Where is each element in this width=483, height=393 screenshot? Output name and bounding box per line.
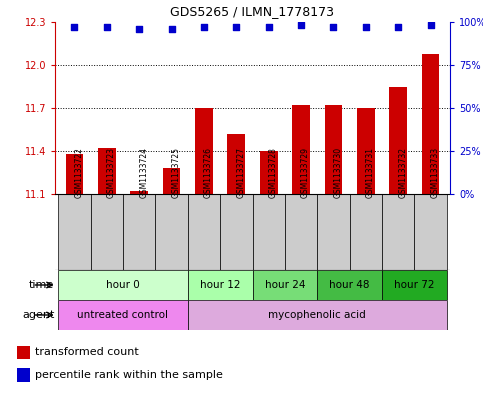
Text: GSM1133724: GSM1133724 <box>139 147 148 198</box>
Bar <box>422 53 440 194</box>
Text: GSM1133723: GSM1133723 <box>107 147 116 198</box>
Bar <box>58 300 188 330</box>
Bar <box>357 108 375 194</box>
Point <box>232 24 240 30</box>
Text: GSM1133730: GSM1133730 <box>333 147 342 198</box>
Bar <box>285 194 317 270</box>
Point <box>426 22 434 29</box>
Text: GSM1133729: GSM1133729 <box>301 147 310 198</box>
Text: GSM1133732: GSM1133732 <box>398 147 407 198</box>
Bar <box>227 134 245 194</box>
Bar <box>350 194 382 270</box>
Bar <box>123 194 156 270</box>
Bar <box>188 300 447 330</box>
Bar <box>163 168 181 194</box>
Bar <box>260 151 278 194</box>
Text: hour 72: hour 72 <box>394 280 435 290</box>
Point <box>394 24 402 30</box>
Point <box>168 26 175 32</box>
Bar <box>58 270 188 300</box>
Text: GSM1133727: GSM1133727 <box>236 147 245 198</box>
Text: hour 12: hour 12 <box>200 280 241 290</box>
Text: GSM1133728: GSM1133728 <box>269 147 278 198</box>
Point <box>200 24 208 30</box>
Bar <box>382 194 414 270</box>
Text: GSM1133722: GSM1133722 <box>74 147 84 198</box>
Text: hour 24: hour 24 <box>265 280 305 290</box>
Bar <box>195 108 213 194</box>
Bar <box>98 148 116 194</box>
Text: GSM1133726: GSM1133726 <box>204 147 213 198</box>
Text: time: time <box>29 280 55 290</box>
Bar <box>17 345 30 359</box>
Text: mycophenolic acid: mycophenolic acid <box>269 310 366 320</box>
Bar <box>325 105 342 194</box>
Text: GSM1133731: GSM1133731 <box>366 147 375 198</box>
Bar <box>253 194 285 270</box>
Bar <box>58 194 91 270</box>
Text: transformed count: transformed count <box>35 347 139 357</box>
Text: GSM1133725: GSM1133725 <box>171 147 181 198</box>
Point <box>71 24 78 30</box>
Bar <box>292 105 310 194</box>
Bar <box>91 194 123 270</box>
Bar <box>156 194 188 270</box>
Text: agent: agent <box>22 310 55 320</box>
Text: untreated control: untreated control <box>77 310 169 320</box>
Bar <box>130 191 148 194</box>
Bar <box>188 194 220 270</box>
Point <box>265 24 272 30</box>
Point <box>329 24 337 30</box>
Bar <box>389 86 407 194</box>
Bar <box>188 270 253 300</box>
Bar <box>253 270 317 300</box>
Point <box>135 26 143 32</box>
Bar <box>382 270 447 300</box>
Point <box>297 22 305 29</box>
Bar <box>66 154 84 194</box>
Bar <box>414 194 447 270</box>
Text: hour 48: hour 48 <box>329 280 370 290</box>
Text: hour 0: hour 0 <box>106 280 140 290</box>
Bar <box>17 368 30 382</box>
Point <box>103 24 111 30</box>
Title: GDS5265 / ILMN_1778173: GDS5265 / ILMN_1778173 <box>170 5 335 18</box>
Bar <box>317 270 382 300</box>
Bar <box>220 194 253 270</box>
Text: percentile rank within the sample: percentile rank within the sample <box>35 370 223 380</box>
Point <box>362 24 369 30</box>
Bar <box>317 194 350 270</box>
Text: GSM1133733: GSM1133733 <box>430 147 440 198</box>
